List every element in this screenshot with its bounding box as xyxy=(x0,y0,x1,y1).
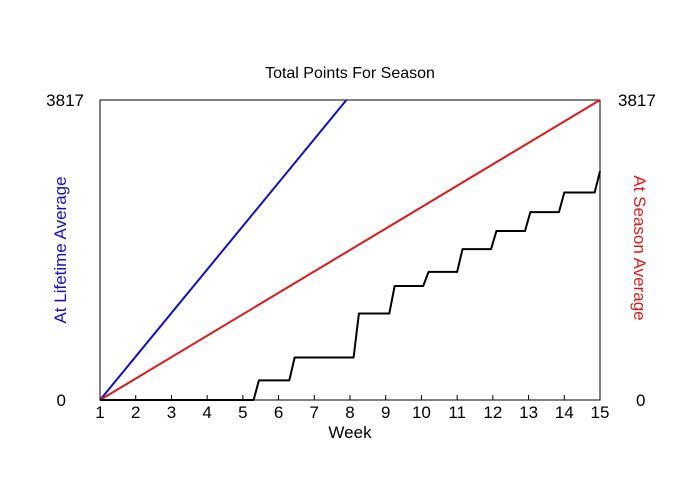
x-tick-label: 14 xyxy=(555,403,574,422)
chart-title: Total Points For Season xyxy=(265,65,435,82)
x-tick-label: 6 xyxy=(274,403,283,422)
x-tick-label: 9 xyxy=(381,403,390,422)
y-axis-label-right: At Season Average xyxy=(630,175,649,320)
y-tick-left-max: 3817 xyxy=(46,91,84,110)
series-line-season xyxy=(99,99,601,401)
x-tick-label: 5 xyxy=(238,403,247,422)
x-tick-label: 10 xyxy=(412,403,431,422)
y-tick-right-max: 3817 xyxy=(618,91,656,110)
x-tick-label: 4 xyxy=(202,403,211,422)
y-tick-right-min: 0 xyxy=(636,391,645,410)
x-tick-label: 15 xyxy=(591,403,610,422)
series-line-actual xyxy=(100,171,601,401)
x-tick-label: 2 xyxy=(131,403,140,422)
x-tick-label: 3 xyxy=(167,403,176,422)
series-layer xyxy=(99,99,601,401)
x-tick-label: 1 xyxy=(95,403,104,422)
x-tick-label: 8 xyxy=(345,403,354,422)
x-axis-label: Week xyxy=(328,423,372,442)
series-line-lifetime xyxy=(99,99,348,401)
x-axis-ticks: 1 2 3 4 5 6 7 8 9 10 11 12 13 14 15 xyxy=(95,395,609,422)
x-tick-label: 7 xyxy=(310,403,319,422)
x-tick-label: 11 xyxy=(448,403,466,422)
y-axis-label-left: At Lifetime Average xyxy=(51,176,70,323)
x-tick-label: 13 xyxy=(519,403,538,422)
x-tick-label: 12 xyxy=(483,403,502,422)
y-tick-left-min: 0 xyxy=(57,391,66,410)
